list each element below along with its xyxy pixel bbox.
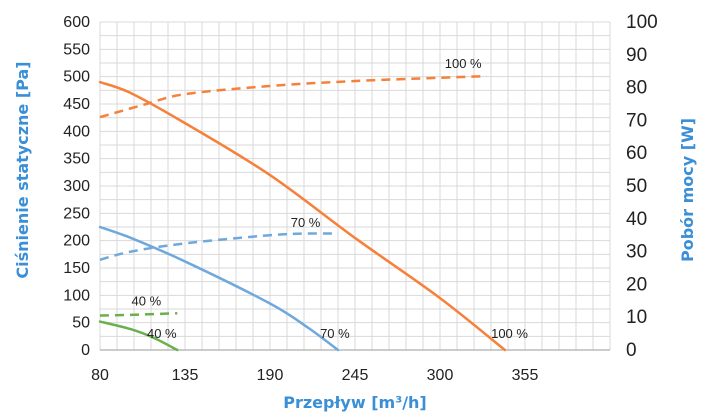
y-tick-label: 200 [63,233,90,250]
y2-tick-label: 60 [626,143,647,164]
series-line-power-70 [99,232,339,262]
y-tick-label: 250 [63,205,90,222]
annotation-label: 40 % [132,294,162,309]
series-group [98,74,507,352]
x-axis-ticks: 80 135 190 245 300 355 [91,367,538,384]
series-line-pressure-70 [98,225,340,352]
annotations: 100 % 70 % 40 % 40 % 70 % 100 % [132,56,529,341]
annotation-label: 70 % [320,326,350,341]
y-tick-label: 50 [72,315,90,332]
series-line-pressure-100 [98,80,507,352]
y-tick-label: 400 [63,123,90,140]
x-tick-label: 355 [512,367,539,384]
grid [99,21,611,351]
series-line-power-40 [99,312,178,317]
annotation-label: 100 % [491,326,528,341]
y2-tick-label: 70 [626,110,647,131]
y-tick-label: 0 [81,342,90,359]
y-tick-label: 500 [63,69,90,86]
y2-tick-label: 30 [626,242,647,263]
y-tick-label: 550 [63,41,90,58]
y2-tick-label: 40 [626,209,647,230]
y-tick-label: 100 [63,287,90,304]
series-line-pressure-40 [98,320,179,352]
y-tick-label: 300 [63,178,90,195]
y2-tick-label: 10 [626,307,647,328]
x-axis-label: Przepływ [m³/h] [283,393,427,412]
y2-tick-label: 0 [626,340,637,361]
y2-axis-label: Pobór mocy [W] [678,118,697,262]
x-tick-label: 190 [257,367,284,384]
y-tick-label: 450 [63,96,90,113]
x-tick-label: 245 [342,367,369,384]
y2-tick-label: 100 [626,12,658,33]
x-tick-label: 300 [427,367,454,384]
annotation-label: 70 % [291,215,321,230]
annotation-label: 100 % [445,56,482,71]
annotation-label: 40 % [147,326,177,341]
right-axis-ticks: 0 10 20 30 40 50 60 70 80 90 100 [626,12,658,361]
y-tick-label: 150 [63,260,90,277]
left-axis-ticks: 0 50 100 150 200 250 300 350 400 450 500 550 600 [63,14,90,359]
x-tick-label: 135 [172,367,199,384]
y-tick-label: 600 [63,14,90,31]
y2-tick-label: 50 [626,176,647,197]
y2-tick-label: 80 [626,78,647,99]
y-tick-label: 350 [63,151,90,168]
y2-tick-label: 20 [626,274,647,295]
x-tick-label: 80 [91,367,109,384]
y-axis-label: Ciśnienie statyczne [Pa] [13,61,32,278]
y2-tick-label: 90 [626,45,647,66]
series-line-power-100 [99,74,487,119]
